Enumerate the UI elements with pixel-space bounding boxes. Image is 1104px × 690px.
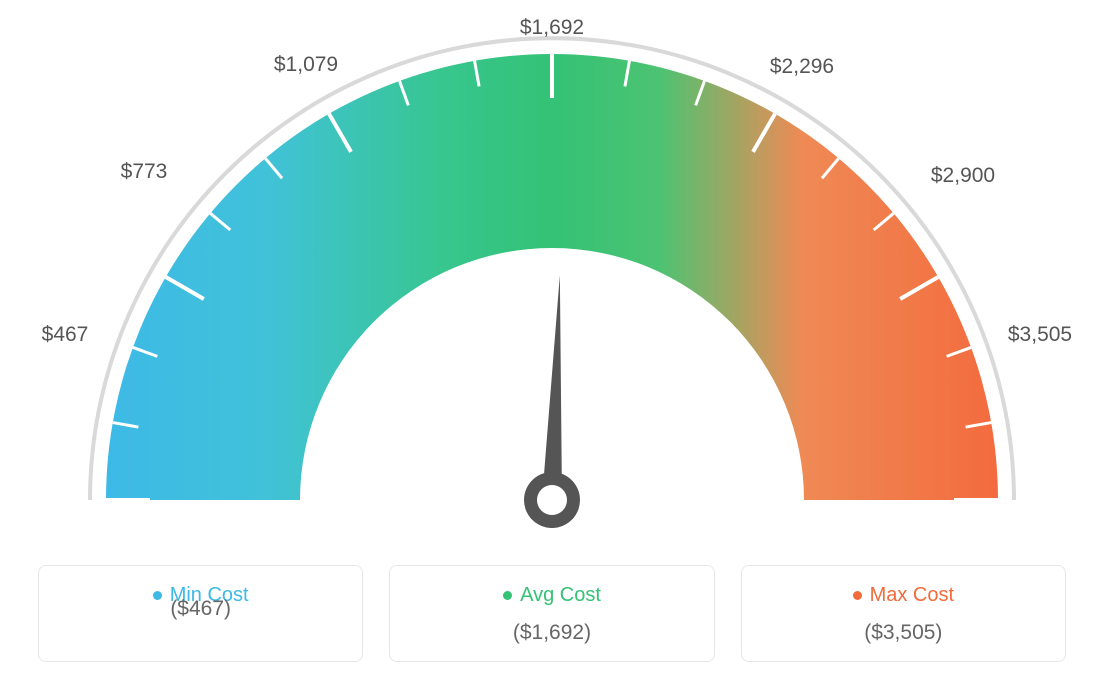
dot-icon <box>853 591 862 600</box>
legend-min: Min Cost ($467) <box>38 565 363 662</box>
tick-label: $1,692 <box>520 16 584 40</box>
legend-max: Max Cost ($3,505) <box>741 565 1066 662</box>
legend-avg-value: ($1,692) <box>400 621 703 645</box>
legend-max-value: ($3,505) <box>752 621 1055 645</box>
tick-label: $3,505 <box>1008 323 1072 347</box>
legend-avg-label: Avg Cost <box>520 584 601 607</box>
legend-max-title: Max Cost <box>853 584 954 607</box>
tick-label: $1,079 <box>274 53 338 77</box>
gauge-area: $467 $773 $1,079 $1,692 $2,296 $2,900 $3,505 <box>0 0 1104 550</box>
gauge-svg <box>0 0 1104 560</box>
tick-label: $2,296 <box>770 55 834 79</box>
needle-hub-hole <box>537 485 567 515</box>
cost-gauge-chart: $467 $773 $1,079 $1,692 $2,296 $2,900 $3,505 M… <box>0 0 1104 690</box>
legend-avg: Avg Cost ($1,692) <box>389 565 714 662</box>
dot-icon <box>153 591 162 600</box>
tick-label: $2,900 <box>931 164 995 188</box>
legend-area: Min Cost ($467) Avg Cost ($1,692) Max Co… <box>38 565 1066 662</box>
gauge-needle <box>542 275 562 500</box>
legend-avg-title: Avg Cost <box>503 584 601 607</box>
tick-label: $773 <box>121 160 168 184</box>
legend-min-value: ($467) <box>49 597 352 621</box>
gauge-group <box>88 36 1016 528</box>
tick-label: $467 <box>42 323 89 347</box>
dot-icon <box>503 591 512 600</box>
legend-max-label: Max Cost <box>870 584 954 607</box>
